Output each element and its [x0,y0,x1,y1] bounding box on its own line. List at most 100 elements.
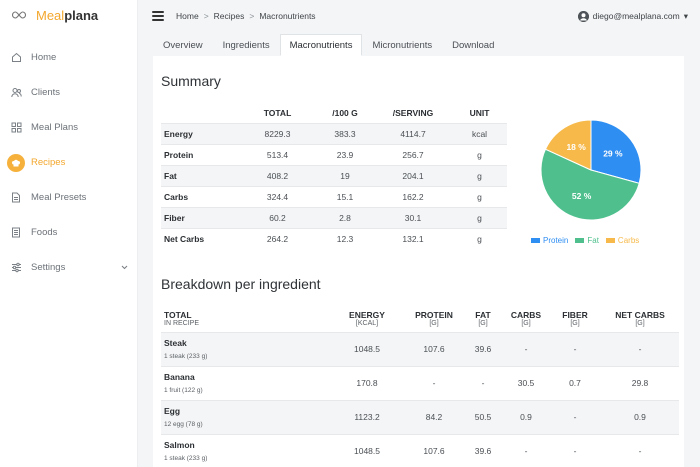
summary-table: TOTAL /100 G /SERVING UNIT Energy 8229.3 3… [161,104,507,249]
avatar-icon [577,10,589,22]
brand-name-part1: Meal [36,7,65,23]
tab-bar: Overview Ingredients Macronutrients Micr… [153,34,504,56]
breakdown-col-header: ENERGY [349,310,385,320]
breadcrumb-home[interactable]: Home [176,11,199,21]
sidebar-item-clients[interactable]: Clients [0,75,138,110]
ingredient-cell: Banana 1 fruit (122 g) [161,365,329,400]
ingredient-name: Steak [164,338,187,348]
breakdown-cell: 39.6 [463,433,503,467]
sidebar-item-label: Meal Plans [31,122,78,133]
breadcrumb: Home > Recipes > Macronutrients [176,11,316,21]
pie-slice-protein [590,119,642,184]
sidebar-item-meal-plans[interactable]: Meal Plans [0,110,138,145]
breakdown-cell: 0.9 [503,399,549,434]
sidebar-item-settings[interactable]: Settings [0,250,138,285]
legend-item-protein[interactable]: Protein [531,236,568,245]
summary-cell: g [452,143,507,165]
logo[interactable]: Meal plana [12,7,98,23]
chevron-down-icon[interactable] [121,263,128,272]
legend-swatch [531,238,540,243]
ingredient-cell: Egg 12 egg (78 g) [161,399,329,434]
summary-cell: g [452,206,507,228]
breakdown-cell: 107.6 [405,331,463,366]
legend-label: Protein [543,236,569,245]
sidebar-item-meal-presets[interactable]: Meal Presets [0,180,138,215]
user-menu[interactable]: diego@mealplana.com ▾ [577,10,688,22]
tab-overview[interactable]: Overview [163,39,203,51]
breadcrumb-separator: > [249,11,255,21]
breakdown-col-unit: [G] [429,320,439,327]
users-icon [10,87,22,99]
summary-cell: g [452,185,507,207]
breakdown-cell: 39.6 [463,331,503,366]
chart-legend: Protein Fat Carbs [531,236,639,245]
breadcrumb-separator: > [203,11,209,21]
legend-swatch [575,238,585,243]
legend-label: Fat [587,236,599,245]
sidebar-item-foods[interactable]: Foods [0,215,138,250]
document-icon [10,192,22,204]
table-row[interactable]: Banana 1 fruit (122 g) 170.8- -30.5 0.7 29.8 [161,365,679,400]
tab-macronutrients[interactable]: Macronutrients [279,34,363,56]
summary-cell: 204.1 [374,164,452,186]
ingredient-name: Salmon [164,440,195,451]
table-row[interactable]: Salmon 1 steak (233 g) 1048.5 107.6 39.6- - - [161,433,679,467]
sidebar-item-label: Settings [31,262,66,273]
table-row[interactable]: Egg 12 egg (78 g) 1123.2 84.2 50.5 0.9-0.9 [161,399,679,434]
legend-label: Carbs [617,236,640,245]
breakdown-col-unit: [G] [635,320,645,327]
pie-label-protein: 29 % [603,148,623,158]
pie-slice-fat [540,148,640,221]
breakdown-cell: 29.8 [601,365,679,400]
breakdown-cell: 1123.2 [329,399,405,434]
summary-cell: 8229.3 [239,122,316,144]
breakdown-col-header: NET CARBS [615,310,665,320]
infinity-logo-icon [12,10,26,20]
menu-icon[interactable] [152,11,164,21]
list-icon [10,227,22,239]
sidebar-nav: Home Clients Meal Plans Recipes Meal Pre… [0,40,138,285]
summary-nutrient-label: Fiber [161,206,239,228]
user-email: diego@mealplana.com [592,11,680,21]
summary-row: Energy 8229.3 383.3 4114.7 kcal [161,122,507,144]
sidebar: Meal plana Home Clients Meal Plans Recipe… [0,0,138,467]
table-row[interactable]: Steak 1 steak (233 g) 1048.5 107.6 39.6- - - [161,331,679,366]
ingredient-amount: 1 steak (233 g) [164,353,208,360]
summary-cell: 324.4 [239,185,316,207]
sidebar-item-label: Clients [31,87,61,98]
summary-col-per100: /100 G [332,108,358,119]
chef-hat-icon [7,153,25,172]
summary-cell: 408.2 [239,164,316,186]
pie-slice-carbs [544,119,592,171]
legend-item-fat[interactable]: Fat [575,236,599,245]
sidebar-item-home[interactable]: Home [0,40,138,75]
summary-nutrient-label: Fat [161,164,239,186]
brand-name-part2: plana [64,7,99,23]
breadcrumb-recipes[interactable]: Recipes [213,11,245,21]
legend-item-carbs[interactable]: Carbs [605,236,640,245]
tab-micronutrients[interactable]: Micronutrients [372,39,433,51]
tab-ingredients[interactable]: Ingredients [222,39,270,51]
summary-title: Summary [161,73,221,89]
home-icon [10,52,22,64]
sidebar-item-recipes[interactable]: Recipes [0,145,138,180]
breadcrumb-current: Macronutrients [259,11,316,21]
breakdown-cell: - [463,365,503,400]
ingredient-amount: 1 steak (233 g) [164,455,208,463]
summary-cell: 12.3 [316,227,374,249]
breakdown-cell: - [503,433,549,467]
caret-down-icon: ▾ [683,10,688,21]
breakdown-cell: - [549,331,601,366]
breakdown-cell: 0.7 [549,365,601,400]
breakdown-cell: 1048.5 [329,331,405,366]
breakdown-cell: - [601,433,679,467]
breakdown-col-header: PROTEIN [415,310,453,320]
breakdown-cell: - [601,331,679,366]
breakdown-cell: 170.8 [329,365,405,400]
tab-download[interactable]: Download [452,39,495,51]
pie-label-carbs: 18 % [566,142,586,152]
summary-col-serving: /SERVING [392,108,434,119]
ingredient-amount: 12 egg (78 g) [164,421,203,428]
summary-col-name [161,104,239,123]
summary-cell: 4114.7 [374,122,452,144]
